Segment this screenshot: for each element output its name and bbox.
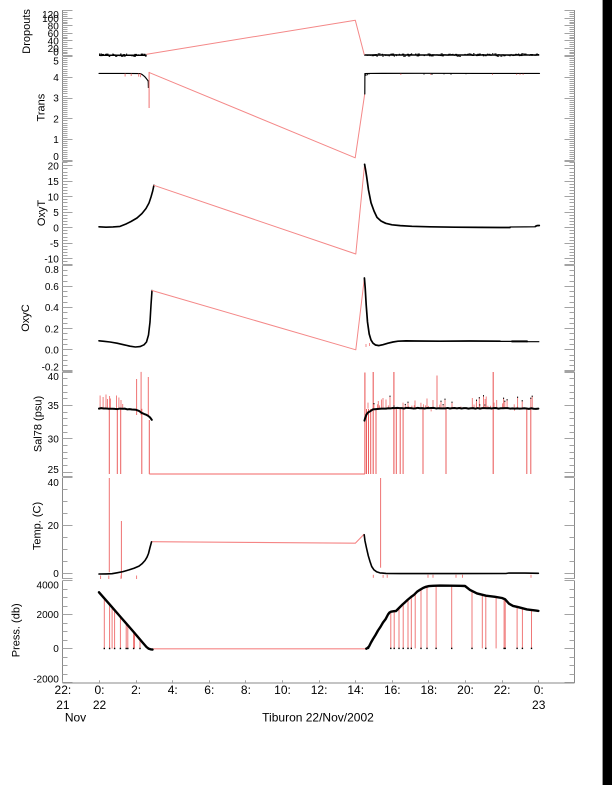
svg-text:10: 10: [48, 192, 60, 203]
svg-text:120: 120: [42, 10, 59, 21]
svg-text:35: 35: [48, 401, 60, 412]
svg-text:18:: 18:: [421, 683, 438, 697]
svg-text:-5: -5: [50, 239, 59, 250]
svg-text:0.8: 0.8: [45, 265, 59, 276]
svg-text:23: 23: [532, 698, 546, 712]
svg-text:OxyC: OxyC: [20, 304, 32, 332]
svg-text:0: 0: [53, 644, 59, 655]
svg-text:2: 2: [53, 114, 59, 125]
svg-text:20: 20: [48, 521, 60, 532]
svg-text:0.4: 0.4: [45, 303, 59, 314]
svg-text:1: 1: [53, 135, 59, 146]
svg-text:Dropouts: Dropouts: [21, 9, 33, 54]
svg-text:14:: 14:: [347, 683, 364, 697]
svg-text:22:: 22:: [494, 683, 511, 697]
svg-text:16:: 16:: [384, 683, 401, 697]
svg-text:0.2: 0.2: [45, 324, 59, 335]
svg-text:Trans: Trans: [35, 93, 47, 121]
svg-text:0: 0: [53, 569, 59, 580]
svg-text:15: 15: [48, 177, 60, 188]
svg-text:0:: 0:: [94, 683, 104, 697]
svg-text:20:: 20:: [457, 683, 474, 697]
svg-text:22:: 22:: [55, 683, 72, 697]
svg-text:5: 5: [53, 57, 59, 68]
svg-text:20: 20: [48, 162, 60, 173]
svg-text:12:: 12:: [311, 683, 328, 697]
svg-text:Nov: Nov: [65, 711, 86, 725]
svg-text:Temp. (C): Temp. (C): [31, 502, 43, 550]
svg-text:Press. (db): Press. (db): [11, 603, 23, 657]
svg-text:OxyT: OxyT: [36, 200, 48, 227]
svg-text:3: 3: [53, 94, 59, 105]
svg-text:Sal78 (psu): Sal78 (psu): [32, 396, 44, 452]
svg-text:6:: 6:: [204, 683, 214, 697]
svg-text:4:: 4:: [168, 683, 178, 697]
svg-text:30: 30: [48, 434, 60, 445]
svg-text:40: 40: [48, 478, 60, 489]
svg-text:0.6: 0.6: [45, 282, 59, 293]
svg-text:8:: 8:: [241, 683, 251, 697]
svg-text:22: 22: [93, 698, 107, 712]
svg-text:Tiburon 22/Nov/2002: Tiburon 22/Nov/2002: [262, 711, 374, 725]
svg-text:4: 4: [53, 73, 59, 84]
svg-text:10:: 10:: [274, 683, 291, 697]
svg-text:40: 40: [48, 372, 60, 383]
svg-text:0:: 0:: [534, 683, 544, 697]
svg-text:25: 25: [48, 465, 60, 476]
svg-text:2:: 2:: [131, 683, 141, 697]
svg-text:5: 5: [53, 208, 59, 219]
svg-text:0.0: 0.0: [45, 345, 59, 356]
svg-text:2000: 2000: [37, 610, 60, 621]
svg-text:0: 0: [53, 223, 59, 234]
svg-text:-10: -10: [44, 254, 59, 265]
svg-text:4000: 4000: [37, 581, 60, 592]
